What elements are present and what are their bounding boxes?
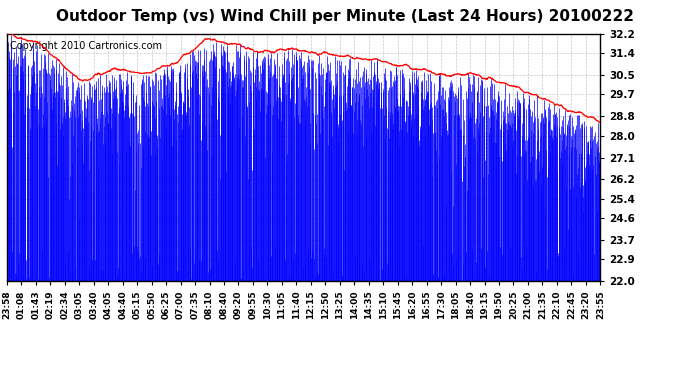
- Text: Copyright 2010 Cartronics.com: Copyright 2010 Cartronics.com: [10, 41, 162, 51]
- Text: Outdoor Temp (vs) Wind Chill per Minute (Last 24 Hours) 20100222: Outdoor Temp (vs) Wind Chill per Minute …: [56, 9, 634, 24]
